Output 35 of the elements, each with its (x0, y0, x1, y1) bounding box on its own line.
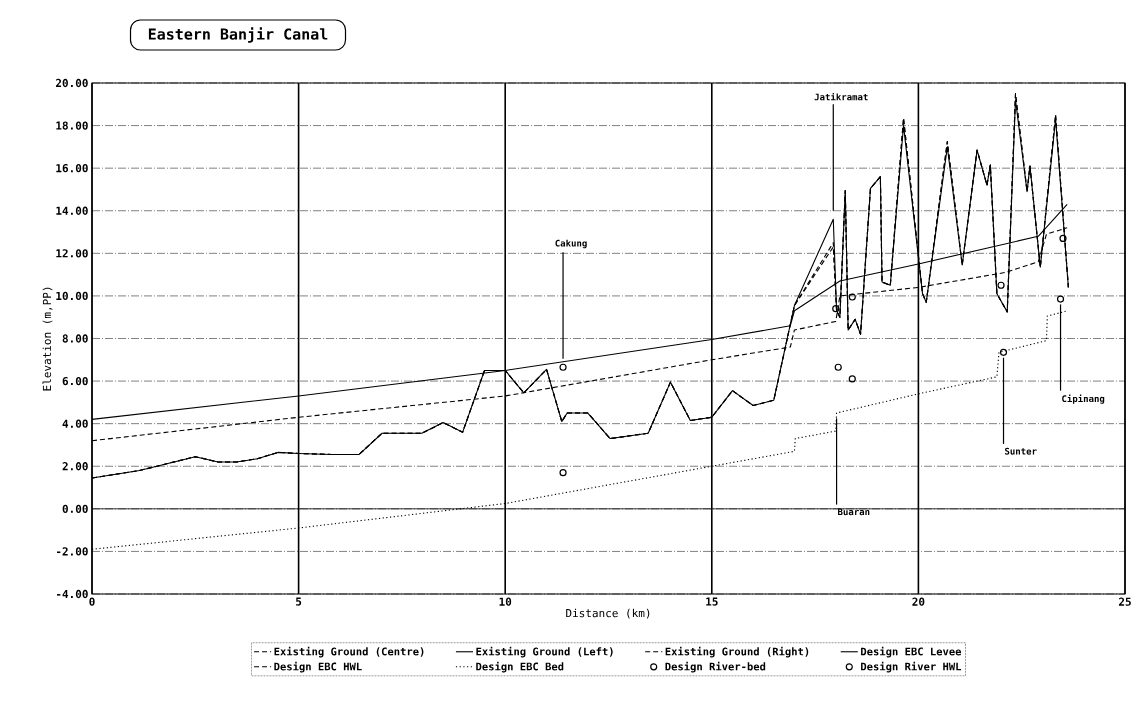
y-tick-label: 8.00 (62, 334, 88, 343)
legend-label: Design EBC HWL (274, 661, 362, 673)
annotation: Jatikramat (814, 92, 868, 101)
y-tick-label: -2.00 (56, 547, 88, 556)
y-axis-title: Elevation (m,PP) (42, 287, 53, 391)
x-tick-label: 10 (499, 597, 512, 606)
x-axis-title: Distance (km) (566, 608, 650, 619)
x-tick-label: 15 (706, 597, 718, 606)
annotation: Sunter (1005, 447, 1037, 455)
y-tick-label: 4.00 (62, 419, 88, 428)
y-tick-label: 14.00 (56, 206, 88, 215)
legend-label: Design River HWL (861, 661, 962, 673)
legend-label: Existing Ground (Left) (476, 646, 613, 658)
y-tick-label: 2.00 (62, 462, 88, 471)
y-tick-label: 20.00 (55, 78, 88, 88)
legend-label: Design River-bed (665, 661, 766, 673)
x-tick-label: 0 (89, 597, 95, 606)
x-tick-label: 25 (1118, 597, 1131, 606)
y-tick-label: 6.00 (62, 376, 88, 386)
y-tick-label: 12.00 (56, 249, 88, 258)
chart-title: Eastern Banjir Canal (148, 27, 328, 43)
y-tick-label: 16.00 (56, 164, 88, 173)
legend-label: Design EBC Bed (476, 661, 564, 673)
annotation: Cakung (555, 239, 587, 249)
y-tick-label: 18.00 (56, 121, 88, 130)
legend-label: Existing Ground (Centre) (274, 646, 424, 658)
y-tick-label: 10.00 (56, 291, 88, 301)
legend-label: Design EBC Levee (861, 646, 962, 658)
annotation: Cipinang (1062, 394, 1105, 404)
x-tick-label: 20 (912, 597, 925, 606)
legend-label: Existing Ground (Right) (665, 646, 809, 658)
annotation: Buaran (838, 508, 870, 516)
y-tick-label: -4.00 (56, 589, 88, 599)
x-tick-label: 5 (296, 597, 302, 606)
y-tick-label: 0.00 (62, 504, 88, 513)
